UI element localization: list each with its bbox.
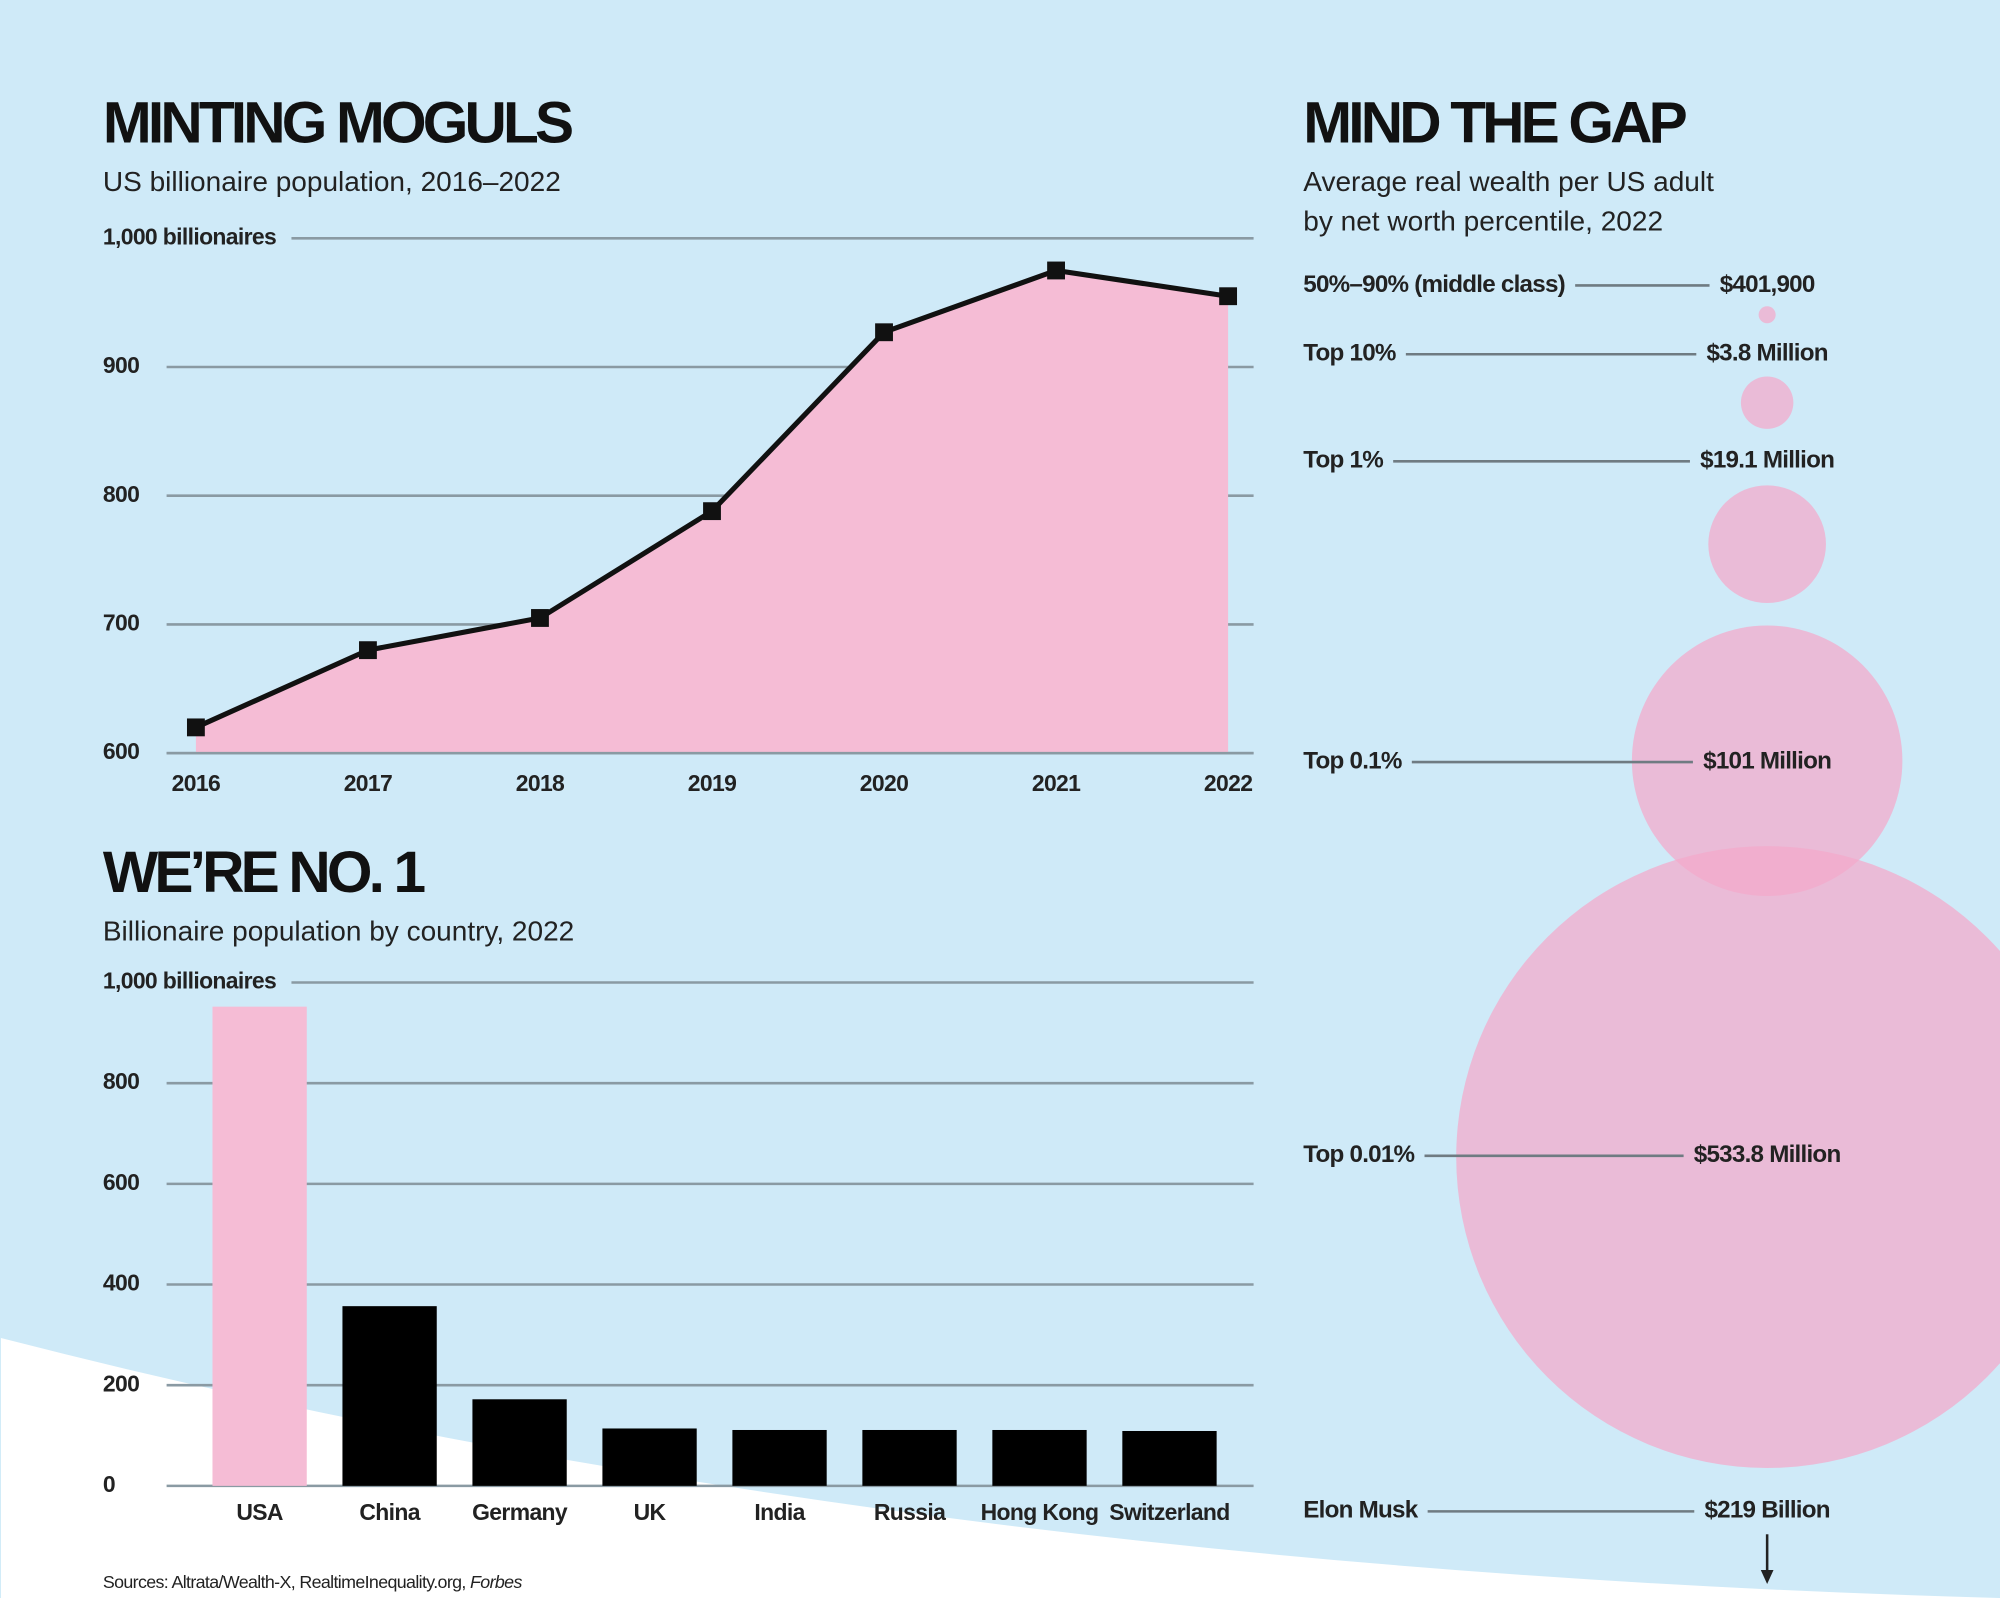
chart-title: WE’RE NO. 1: [103, 840, 425, 905]
chart-title: MIND THE GAP: [1303, 91, 1686, 156]
bubble-label: Elon Musk: [1303, 1497, 1418, 1524]
bar: [472, 1399, 567, 1486]
bar: [342, 1306, 437, 1486]
x-tick-label: UK: [634, 1499, 667, 1525]
bubble-label: Top 1%: [1303, 447, 1383, 474]
x-tick-label: 2016: [172, 770, 220, 796]
y-tick-label: 600: [103, 738, 139, 764]
chart-subtitle: Average real wealth per US adult: [1303, 166, 1714, 197]
bar: [1122, 1430, 1217, 1486]
value-label: $19.1 Million: [1700, 447, 1834, 474]
sources-text: Sources: Altrata/Wealth-X, RealtimeInequ…: [103, 1572, 466, 1592]
x-tick-label: 2021: [1032, 770, 1081, 796]
y-tick-label: 800: [103, 1068, 139, 1094]
arrow-head: [1760, 1569, 1774, 1584]
point: [1219, 287, 1238, 306]
y-tick-label: 600: [103, 1169, 139, 1195]
x-tick-label: 2019: [688, 770, 736, 796]
x-tick-label: 2020: [860, 770, 908, 796]
point: [875, 323, 893, 342]
sources-italic: Forbes: [470, 1572, 522, 1592]
chart-title: MINTING MOGULS: [103, 91, 572, 156]
y-tick-label: 400: [103, 1270, 139, 1296]
value-label: $219 Billion: [1704, 1497, 1829, 1524]
x-tick-label: USA: [236, 1499, 283, 1525]
y-tick-label: 900: [103, 352, 139, 378]
y-tick-label: 1,000 billionaires: [103, 968, 276, 994]
y-tick-label: 200: [103, 1370, 139, 1396]
point: [359, 641, 377, 660]
x-tick-label: 2022: [1204, 770, 1252, 796]
value-label: $401,900: [1720, 271, 1815, 298]
bar: [212, 1006, 307, 1486]
point: [531, 609, 549, 627]
y-tick-label: 0: [103, 1471, 115, 1497]
chart-subtitle: US billionaire population, 2016–2022: [103, 166, 561, 197]
x-tick-label: Switzerland: [1109, 1499, 1229, 1525]
x-tick-label: Hong Kong: [981, 1499, 1099, 1525]
sources: Sources: Altrata/Wealth-X, RealtimeInequ…: [103, 1572, 523, 1592]
bar: [862, 1429, 957, 1486]
bubble-label: Top 0.1%: [1303, 747, 1402, 774]
bubble: [1740, 376, 1794, 429]
bubble-layer: [1456, 306, 2000, 1584]
bubble: [1631, 625, 1903, 897]
bubble: [1708, 485, 1826, 603]
bubble-label: 50%–90% (middle class): [1303, 271, 1565, 298]
bar: [602, 1428, 697, 1486]
bubble-label: Top 10%: [1303, 340, 1396, 367]
bubble: [1758, 306, 1776, 324]
y-tick-label: 800: [103, 481, 139, 507]
y-tick-label: 700: [103, 609, 139, 635]
chart-layer: MINTING MOGULS US billionaire population,…: [103, 91, 1841, 1525]
chart-subtitle: Billionaire population by country, 2022: [103, 915, 574, 946]
x-tick-label: China: [359, 1499, 420, 1525]
x-tick-label: 2017: [344, 770, 392, 796]
point: [186, 718, 205, 737]
point: [703, 502, 721, 521]
value-label: $533.8 Million: [1694, 1141, 1841, 1168]
x-tick-label: 2018: [516, 770, 565, 796]
bubble: [1456, 846, 2000, 1468]
bar: [992, 1429, 1087, 1486]
chart-subtitle: by net worth percentile, 2022: [1303, 206, 1663, 237]
x-tick-label: Germany: [472, 1499, 568, 1525]
x-tick-label: Russia: [874, 1499, 946, 1525]
bubble-label: Top 0.01%: [1303, 1141, 1414, 1168]
value-label: $101 Million: [1703, 747, 1831, 774]
point: [1047, 261, 1065, 280]
value-label: $3.8 Million: [1706, 340, 1827, 367]
x-tick-label: India: [754, 1499, 805, 1525]
bar: [732, 1429, 827, 1486]
y-tick-label: 1,000 billionaires: [103, 223, 276, 249]
background-curve: [0, 1338, 2000, 1598]
